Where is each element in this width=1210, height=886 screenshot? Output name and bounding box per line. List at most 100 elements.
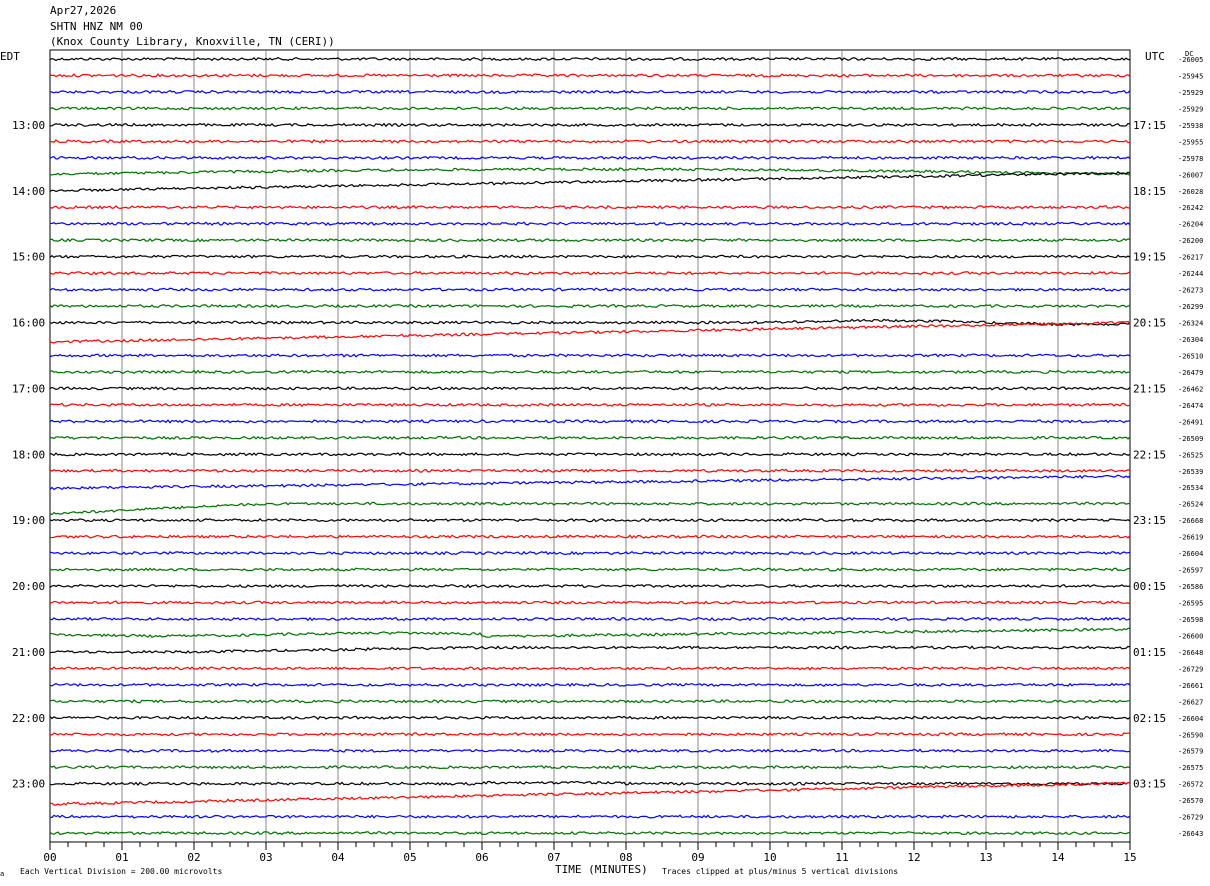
hour-label-utc: 01:15	[1133, 646, 1166, 659]
x-tick-label: 12	[907, 851, 920, 864]
x-tick-label: 15	[1123, 851, 1136, 864]
footer-mark: a	[0, 870, 4, 878]
seismic-trace	[49, 831, 1131, 836]
hour-label-edt: 21:00	[12, 646, 45, 659]
seismic-trace	[49, 452, 1131, 457]
seismic-trace	[49, 583, 1131, 589]
x-tick-label: 09	[691, 851, 704, 864]
seismic-trace	[49, 254, 1131, 259]
seismic-trace	[49, 369, 1131, 375]
time-grid	[49, 49, 1131, 850]
seismic-trace	[49, 320, 1131, 344]
seismic-trace	[49, 106, 1131, 111]
dc-offset-label: -26619	[1178, 534, 1203, 542]
dc-offset-label: -26575	[1178, 764, 1203, 772]
seismic-trace	[49, 221, 1131, 226]
seismic-trace	[49, 73, 1131, 78]
x-tick-label: 08	[619, 851, 632, 864]
seismic-trace	[49, 155, 1131, 160]
header-station: SHTN HNZ NM 00	[50, 20, 143, 33]
dc-offset-label: -26299	[1178, 303, 1203, 311]
header-location: (Knox County Library, Knoxville, TN (CER…	[50, 35, 335, 48]
dc-offset-label: -26648	[1178, 649, 1203, 657]
dc-offset-label: -26534	[1178, 484, 1203, 492]
dc-offset-label: -26570	[1178, 797, 1203, 805]
hour-label-utc: 22:15	[1133, 448, 1166, 461]
seismic-trace	[49, 666, 1131, 671]
dc-offset-label: -26462	[1178, 385, 1203, 393]
hour-label-utc: 00:15	[1133, 580, 1166, 593]
clip-note: Traces clipped at plus/minus 5 vertical …	[662, 867, 898, 876]
plot-frame	[49, 49, 1131, 843]
x-tick-label: 06	[475, 851, 488, 864]
hour-label-edt: 22:00	[12, 712, 45, 725]
dc-offset-label: -26217	[1178, 254, 1203, 262]
dc-offset-label: -26729	[1178, 665, 1203, 673]
hour-label-utc: 03:15	[1133, 778, 1166, 791]
hour-label-edt: 20:00	[12, 580, 45, 593]
dc-offset-label: -26668	[1178, 517, 1203, 525]
seismic-trace	[49, 781, 1130, 806]
seismic-trace	[49, 237, 1131, 243]
dc-offset-label: -26200	[1178, 237, 1203, 245]
x-tick-label: 13	[979, 851, 992, 864]
hour-label-edt: 16:00	[12, 317, 45, 330]
seismic-trace	[49, 122, 1131, 128]
seismic-trace	[49, 550, 1131, 556]
hour-label-edt: 15:00	[12, 251, 45, 264]
hour-label-edt: 13:00	[12, 119, 45, 132]
dc-offset-label: -25938	[1178, 122, 1203, 130]
seismogram-traces	[49, 56, 1131, 836]
hour-label-edt: 18:00	[12, 448, 45, 461]
seismic-trace	[49, 715, 1131, 720]
dc-offset-label: -26627	[1178, 698, 1203, 706]
dc-offset-label: -26643	[1178, 830, 1203, 838]
dc-offset-label: -26525	[1178, 451, 1203, 459]
seismic-trace	[49, 139, 1130, 144]
hour-label-edt: 14:00	[12, 185, 45, 198]
x-tick-label: 14	[1051, 851, 1065, 864]
dc-offset-label: -26479	[1178, 369, 1203, 377]
seismic-trace	[49, 167, 1131, 176]
x-tick-label: 05	[403, 851, 416, 864]
dc-offset-label: -26510	[1178, 353, 1203, 361]
seismic-trace	[49, 534, 1131, 539]
x-tick-label: 07	[547, 851, 560, 864]
dc-offset-label: -25929	[1178, 89, 1203, 97]
dc-offset-label: -26579	[1178, 748, 1203, 756]
hour-label-utc: 20:15	[1133, 317, 1166, 330]
seismic-trace	[49, 419, 1131, 424]
seismic-trace	[49, 814, 1131, 819]
dc-offset-label: -26595	[1178, 600, 1203, 608]
seismic-trace	[49, 353, 1131, 358]
seismic-trace	[49, 205, 1130, 210]
x-tick-label: 00	[43, 851, 56, 864]
dc-offset-label: -26324	[1178, 320, 1203, 328]
hour-label-utc: 21:15	[1133, 382, 1166, 395]
x-tick-label: 01	[115, 851, 128, 864]
dc-offset-label: -25978	[1178, 155, 1203, 163]
right-timezone-label: UTC	[1145, 50, 1165, 63]
seismic-trace	[49, 567, 1131, 572]
dc-offset-label: -26491	[1178, 418, 1203, 426]
seismic-trace	[49, 270, 1131, 276]
x-tick-label: 03	[259, 851, 272, 864]
dc-offset-label: -26204	[1178, 221, 1203, 229]
dc-offset-label: -26598	[1178, 616, 1203, 624]
dc-offset-label: -26005	[1178, 56, 1203, 64]
dc-offset-label: -26524	[1178, 501, 1203, 509]
seismic-trace	[49, 645, 1131, 654]
dc-offset-label: -26509	[1178, 435, 1203, 443]
dc-offset-label: -26661	[1178, 682, 1203, 690]
seismic-trace	[49, 303, 1131, 309]
seismic-trace	[49, 435, 1131, 441]
hour-label-utc: 23:15	[1133, 514, 1166, 527]
dc-offset-label: -26007	[1178, 171, 1203, 179]
seismic-trace	[49, 517, 1131, 523]
x-tick-label: 04	[331, 851, 345, 864]
dc-offset-label: -26600	[1178, 632, 1203, 640]
header-date: Apr27,2026	[50, 4, 117, 17]
x-tick-label: 10	[763, 851, 776, 864]
dc-offset-label: -25945	[1178, 73, 1203, 81]
